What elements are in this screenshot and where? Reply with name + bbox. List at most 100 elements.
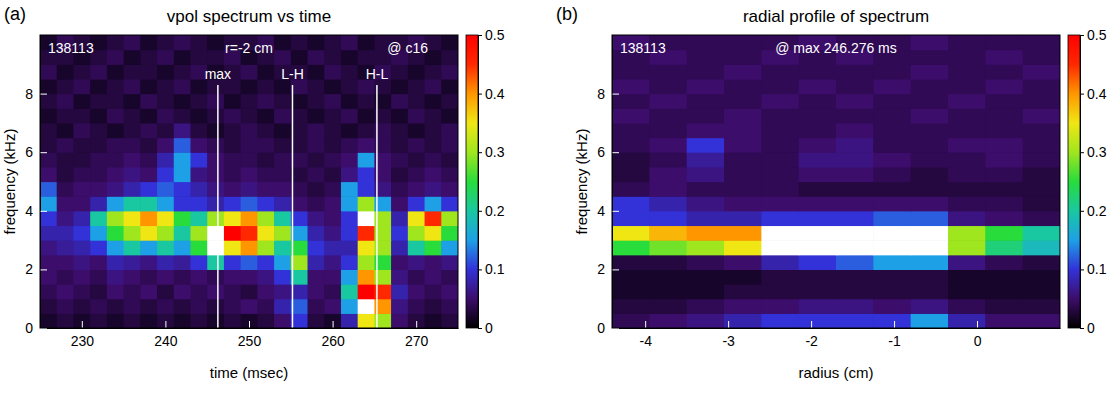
cell (90, 313, 107, 328)
cell (308, 152, 325, 167)
tick-label: 0 (974, 333, 982, 349)
cell (391, 182, 408, 197)
cell (687, 313, 725, 328)
cell (241, 123, 258, 138)
cell (224, 138, 241, 153)
cell (724, 64, 762, 79)
cell (73, 196, 90, 211)
cell (124, 313, 141, 328)
cell (257, 255, 274, 270)
cell (57, 108, 74, 123)
cell (107, 35, 124, 50)
cell (911, 299, 949, 314)
tick-label: 0.5 (1087, 27, 1107, 43)
cell (291, 35, 308, 50)
cell (836, 196, 874, 211)
cell (724, 138, 762, 153)
cell (324, 167, 341, 182)
cell (291, 225, 308, 240)
cell (649, 182, 687, 197)
cell (1023, 240, 1060, 255)
cell (985, 79, 1023, 94)
cell (836, 152, 874, 167)
cell (948, 196, 986, 211)
cell (140, 299, 157, 314)
cell (799, 94, 837, 109)
plot-background (612, 35, 1060, 328)
cell (724, 182, 762, 197)
cell (911, 138, 949, 153)
cell (257, 123, 274, 138)
cell (107, 225, 124, 240)
cell (649, 94, 687, 109)
cell (241, 138, 258, 153)
cell (157, 50, 174, 65)
cell (873, 64, 911, 79)
cell (308, 240, 325, 255)
tick-label: 0 (485, 320, 493, 336)
tick-mark (1080, 152, 1084, 153)
cell (761, 138, 799, 153)
cell (724, 240, 762, 255)
cell (157, 123, 174, 138)
cell (612, 94, 650, 109)
cell (948, 108, 986, 123)
cell (873, 79, 911, 94)
cell (140, 50, 157, 65)
cell (324, 299, 341, 314)
cell (124, 196, 141, 211)
tick-mark (478, 211, 482, 212)
cell (308, 50, 325, 65)
cell (190, 35, 207, 50)
cell (799, 167, 837, 182)
tick: 2 (597, 261, 619, 277)
cell (687, 50, 725, 65)
cell (649, 64, 687, 79)
tick-label: 0.4 (485, 86, 505, 102)
tick: 0.5 (478, 27, 505, 43)
cell (291, 269, 308, 284)
cell (425, 284, 442, 299)
cell (441, 196, 458, 211)
cell (836, 167, 874, 182)
cell (90, 167, 107, 182)
tick: -4 (639, 321, 652, 349)
cell (391, 211, 408, 226)
cell (124, 123, 141, 138)
tick-label: 0.2 (485, 203, 505, 219)
cell (1023, 211, 1060, 226)
cell (425, 196, 442, 211)
cell (341, 284, 358, 299)
colorbar-axis: 00.10.20.30.40.5 (1080, 27, 1107, 336)
cell (190, 108, 207, 123)
cell (308, 313, 325, 328)
panel-label: (b) (556, 4, 578, 24)
cell (324, 182, 341, 197)
cell (124, 94, 141, 109)
tick-mark (40, 211, 47, 212)
cell (207, 225, 224, 240)
cell (408, 299, 425, 314)
cell (799, 255, 837, 270)
cell (836, 79, 874, 94)
cell (57, 167, 74, 182)
cell (761, 167, 799, 182)
cell (324, 64, 341, 79)
cell (40, 138, 57, 153)
cell (873, 196, 911, 211)
cell (291, 138, 308, 153)
cell (1023, 167, 1060, 182)
cell (190, 240, 207, 255)
tick-mark (728, 321, 729, 328)
marker-label: L-H (281, 66, 304, 82)
cell (40, 123, 57, 138)
cell (57, 79, 74, 94)
cell (274, 211, 291, 226)
cell (157, 79, 174, 94)
cell (40, 240, 57, 255)
colorbar-axis: 00.10.20.30.40.5 (478, 27, 505, 336)
cells (612, 35, 1060, 328)
cell (1023, 138, 1060, 153)
cell (761, 182, 799, 197)
cell (687, 284, 725, 299)
